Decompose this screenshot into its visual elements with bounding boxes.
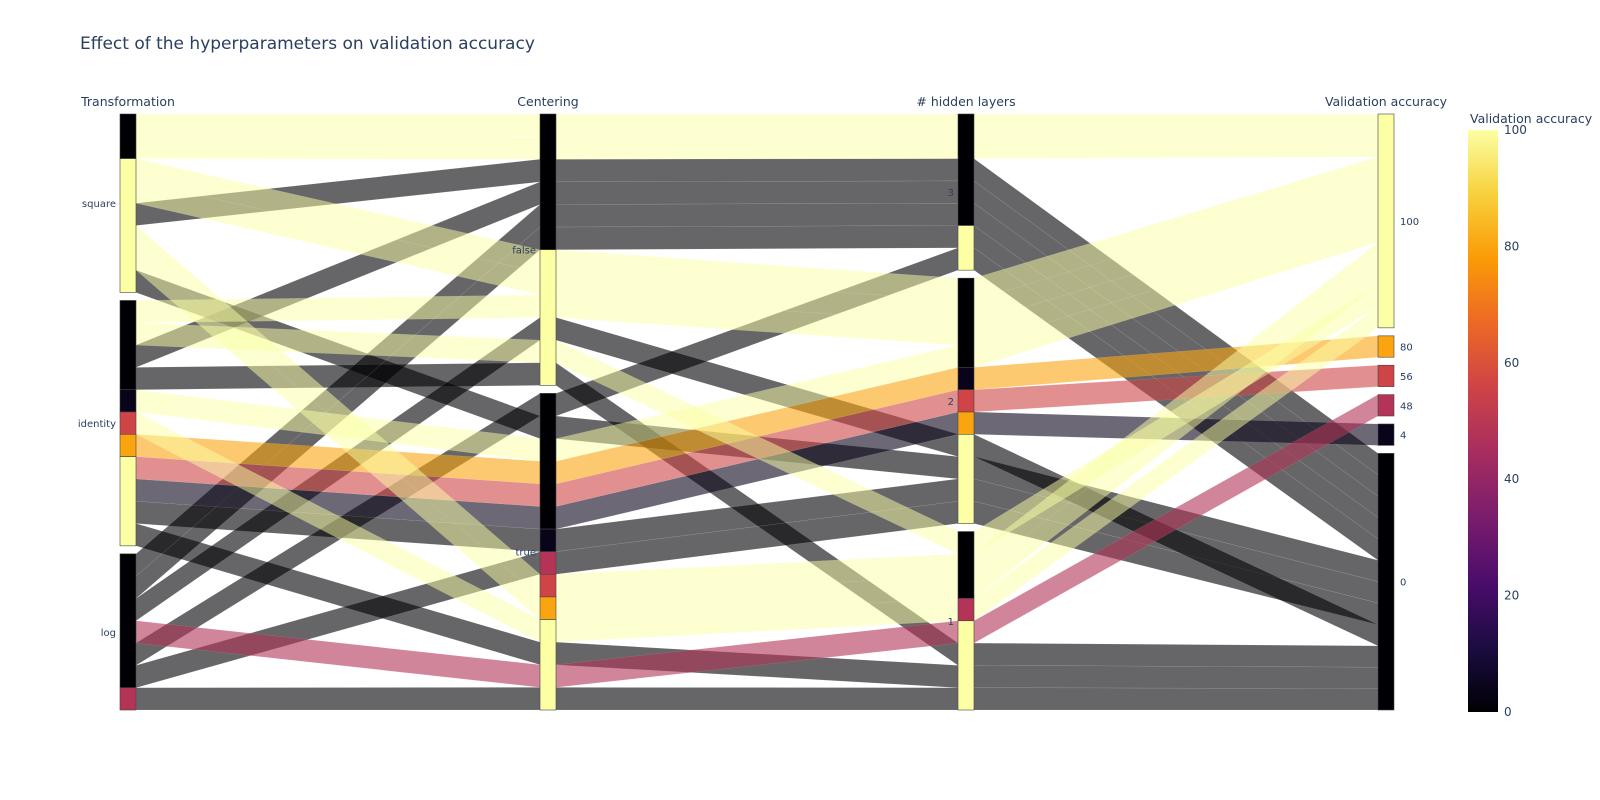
dimension-label: Validation accuracy bbox=[1325, 94, 1448, 109]
category-label: 0 bbox=[1400, 578, 1406, 589]
category-bar-segment[interactable] bbox=[119, 300, 137, 390]
category-bar-segment[interactable] bbox=[119, 158, 137, 293]
category-bar-segment[interactable] bbox=[1377, 394, 1395, 417]
ribbon-segment bbox=[135, 687, 541, 711]
category-bar-segment[interactable] bbox=[119, 113, 137, 159]
colorbar-tick-label: 60 bbox=[1504, 356, 1519, 370]
category-bar-segment[interactable] bbox=[119, 456, 137, 547]
ribbon-segment bbox=[555, 687, 959, 711]
category-label: 1 bbox=[948, 617, 954, 628]
category-bar-segment[interactable] bbox=[539, 574, 557, 598]
colorbar-tick-label: 40 bbox=[1504, 472, 1519, 486]
category-bars-layer bbox=[119, 113, 1395, 711]
category-label: false bbox=[512, 246, 536, 257]
colorbar-title: Validation accuracy bbox=[1470, 111, 1593, 126]
category-label: true bbox=[515, 548, 536, 559]
ribbon-segment bbox=[555, 158, 959, 183]
dimension-label: # hidden layers bbox=[916, 94, 1015, 109]
category-label: 48 bbox=[1400, 401, 1413, 412]
category-bar-segment[interactable] bbox=[957, 367, 975, 390]
category-label: square bbox=[82, 199, 116, 210]
category-bar-segment[interactable] bbox=[539, 249, 557, 386]
category-bar-segment[interactable] bbox=[957, 531, 975, 599]
ribbon-segment bbox=[555, 113, 959, 137]
ribbon-segment bbox=[973, 135, 1379, 159]
colorbar-tick-label: 80 bbox=[1504, 239, 1519, 253]
category-bar-segment[interactable] bbox=[119, 553, 137, 688]
ribbon-segment bbox=[555, 202, 959, 228]
ribbon-segment bbox=[135, 113, 541, 137]
chart-title: Effect of the hyperparameters on validat… bbox=[80, 34, 535, 54]
dimension-label: Transformation bbox=[80, 94, 175, 109]
labels-layer: square identity log Transformation false true… bbox=[78, 94, 1448, 639]
category-bar-segment[interactable] bbox=[957, 277, 975, 368]
category-label: log bbox=[101, 628, 116, 639]
category-bar-segment[interactable] bbox=[539, 113, 557, 250]
category-bar-segment[interactable] bbox=[119, 411, 137, 435]
category-bar-segment[interactable] bbox=[957, 389, 975, 413]
category-label: identity bbox=[78, 419, 116, 430]
category-label: 80 bbox=[1400, 343, 1413, 354]
category-bar-segment[interactable] bbox=[1377, 335, 1395, 358]
category-bar-segment[interactable] bbox=[957, 411, 975, 435]
category-bar-segment[interactable] bbox=[539, 528, 557, 552]
category-label: 2 bbox=[948, 397, 954, 408]
category-bar-segment[interactable] bbox=[957, 225, 975, 271]
colorbar-tick-label: 0 bbox=[1504, 705, 1512, 719]
ribbon-segment bbox=[135, 136, 541, 160]
ribbon-segment bbox=[555, 180, 959, 205]
category-bar-segment[interactable] bbox=[1377, 453, 1395, 711]
dimension-label: Centering bbox=[517, 94, 578, 109]
colorbar-ticks: 0 20 40 60 80 100 bbox=[1504, 123, 1527, 719]
ribbon-segment bbox=[973, 687, 1379, 711]
category-bar-segment[interactable] bbox=[957, 620, 975, 711]
ribbon-segment bbox=[555, 136, 959, 160]
category-bar-segment[interactable] bbox=[119, 434, 137, 457]
colorbar: Validation accuracy 0 20 40 60 80 100 bbox=[1468, 111, 1593, 719]
ribbon-segment bbox=[973, 665, 1379, 689]
category-label: 3 bbox=[948, 188, 954, 199]
category-label: 4 bbox=[1400, 431, 1406, 442]
category-bar-segment[interactable] bbox=[119, 389, 137, 413]
ribbon-segment bbox=[973, 113, 1379, 137]
colorbar-tick-label: 100 bbox=[1504, 123, 1527, 137]
category-bar-segment[interactable] bbox=[1377, 113, 1395, 329]
ribbon-segment bbox=[555, 225, 959, 250]
category-bar-segment[interactable] bbox=[119, 687, 137, 711]
category-bar-segment[interactable] bbox=[539, 393, 557, 530]
category-bar-segment[interactable] bbox=[957, 113, 975, 226]
ribbon-segment bbox=[973, 642, 1379, 668]
colorbar-gradient bbox=[1468, 130, 1498, 712]
category-bar-segment[interactable] bbox=[1377, 364, 1395, 387]
category-bar-segment[interactable] bbox=[1377, 423, 1395, 446]
category-label: 56 bbox=[1400, 372, 1413, 383]
colorbar-tick-label: 20 bbox=[1504, 589, 1519, 603]
category-bar-segment[interactable] bbox=[539, 551, 557, 575]
category-label: 100 bbox=[1400, 217, 1419, 228]
category-bar-segment[interactable] bbox=[957, 434, 975, 524]
ribbons-layer bbox=[135, 113, 1379, 711]
category-bar-segment[interactable] bbox=[539, 619, 557, 711]
category-bar-segment[interactable] bbox=[957, 598, 975, 622]
category-bar-segment[interactable] bbox=[539, 596, 557, 620]
